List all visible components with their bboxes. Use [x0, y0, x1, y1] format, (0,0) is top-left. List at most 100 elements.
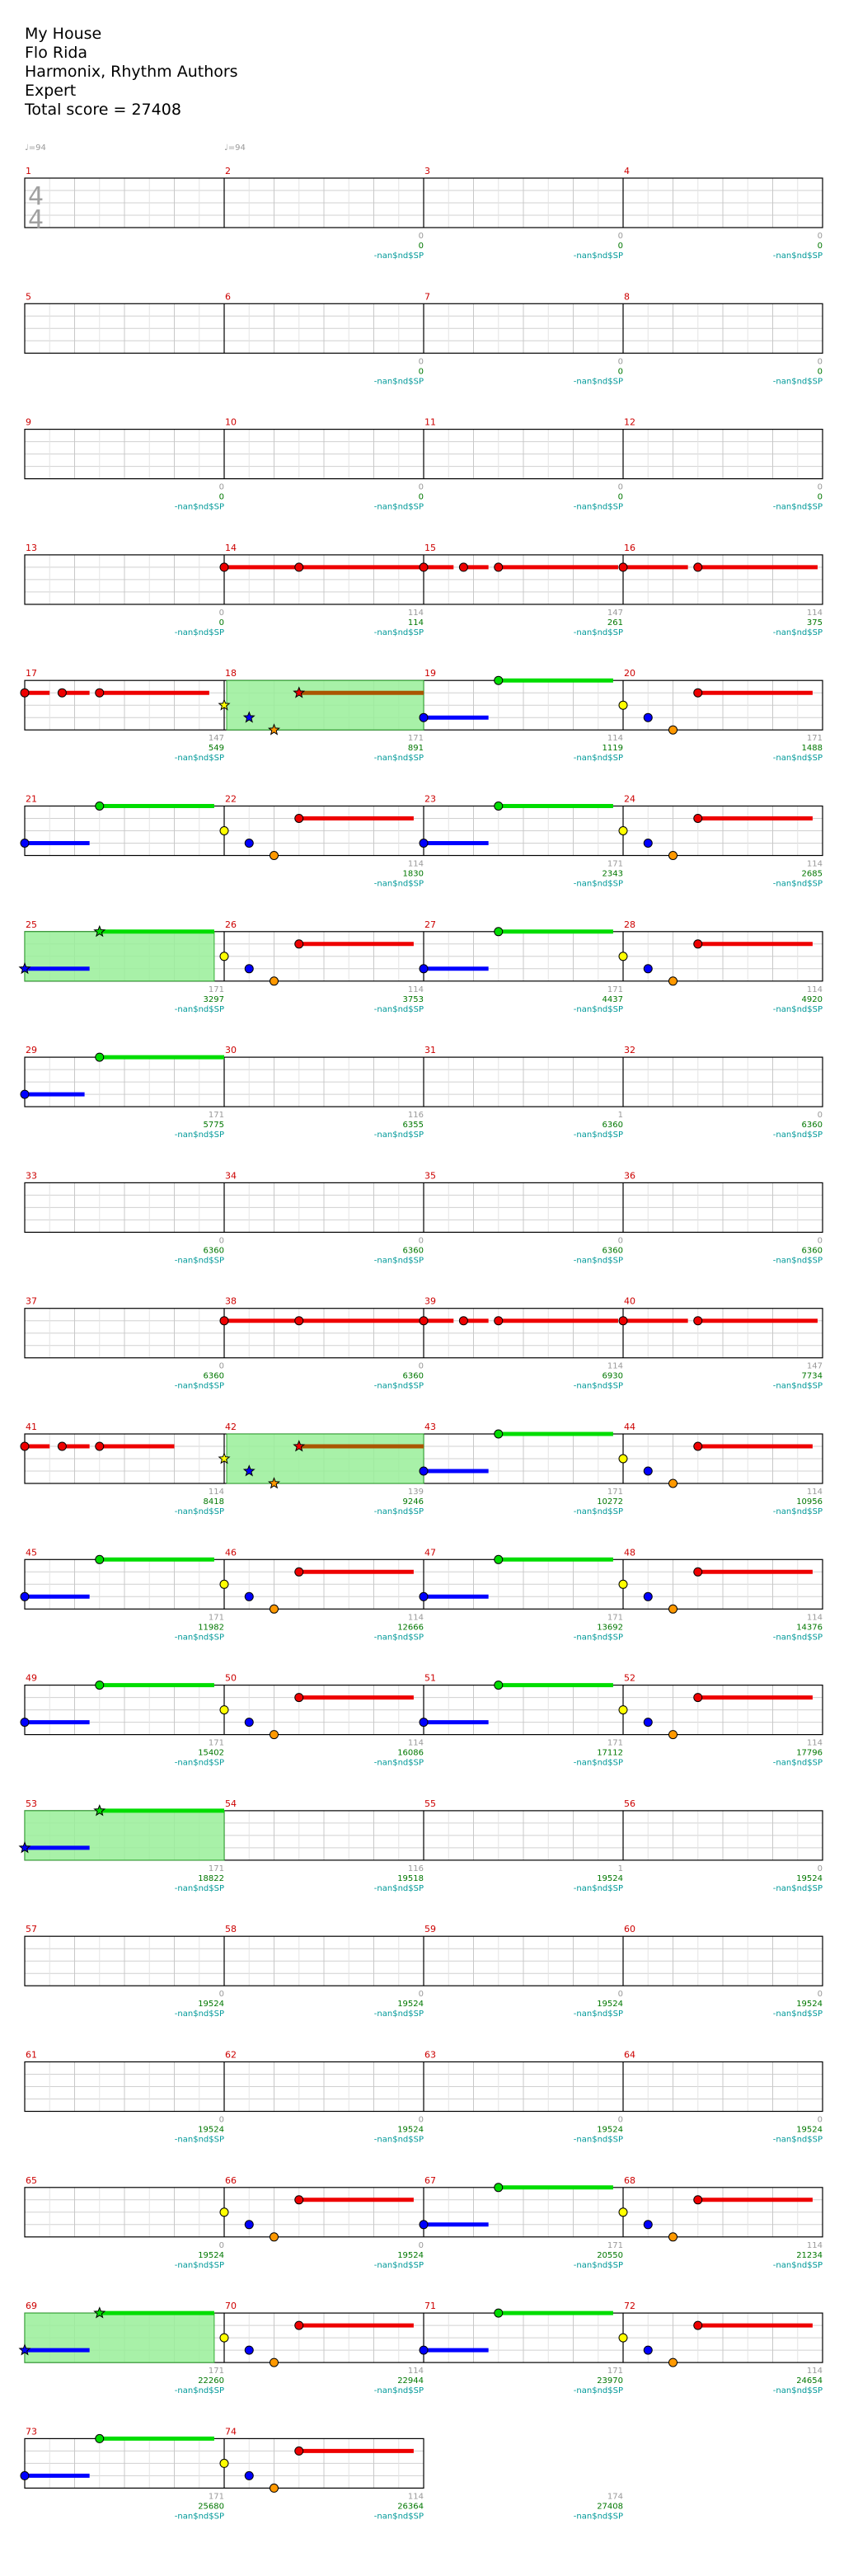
note-gem	[294, 1567, 304, 1577]
measure-score: 0	[618, 242, 623, 251]
note-gem	[294, 939, 304, 949]
measure-delta: 1	[618, 1864, 623, 1873]
measure-number: 28	[624, 919, 635, 930]
measure-number: 23	[424, 794, 436, 805]
star-note	[242, 1464, 256, 1477]
measure-score: 20550	[597, 2251, 623, 2260]
staff-frame	[24, 2187, 823, 2238]
note-gem	[419, 562, 429, 572]
measure-number: 61	[26, 2050, 37, 2061]
measure-number: 2	[225, 166, 231, 176]
measure-delta: 0	[419, 232, 424, 241]
measure-number: 64	[624, 2050, 635, 2061]
measure-score: 5775	[204, 1121, 224, 1130]
measure-number: 26	[225, 919, 237, 930]
staff-frame	[24, 1308, 823, 1359]
staff-frame	[24, 805, 823, 857]
measure-number: 17	[26, 668, 37, 679]
star-power-label: -nan$nd$SP	[374, 754, 424, 763]
measure-number: 74	[225, 2426, 237, 2437]
staff-frame	[24, 177, 823, 228]
star-power-label: -nan$nd$SP	[175, 754, 224, 763]
star-power-label: -nan$nd$SP	[374, 1382, 424, 1391]
star-power-label: -nan$nd$SP	[574, 377, 623, 386]
note-gem	[294, 814, 304, 823]
measure-number: 30	[225, 1045, 237, 1055]
measure-score: 22944	[397, 2376, 424, 2386]
note-gem	[494, 562, 504, 572]
measure-delta: 114	[807, 860, 823, 869]
measure-score: 3753	[403, 995, 424, 1004]
star-power-phrase	[226, 1433, 424, 1484]
measure-score: 15402	[198, 1749, 224, 1758]
measure-score: 114	[408, 618, 424, 628]
measure-delta: 0	[618, 2116, 623, 2125]
song-header: My House Flo Rida Harmonix, Rhythm Autho…	[25, 25, 238, 120]
star-power-label: -nan$nd$SP	[175, 1131, 224, 1140]
note-gem	[494, 675, 504, 685]
note-gem	[494, 2183, 504, 2193]
star-note	[293, 686, 306, 698]
note-gem	[20, 1718, 30, 1728]
measure-delta: 114	[807, 2241, 823, 2250]
measure-score: 17796	[796, 1749, 823, 1758]
star-power-label: -nan$nd$SP	[773, 251, 823, 261]
star-power-label: -nan$nd$SP	[773, 1131, 823, 1140]
measure-number: 56	[624, 1798, 635, 1809]
measure-delta: 0	[618, 357, 623, 366]
star-note	[93, 2306, 106, 2319]
measure-delta: 171	[209, 1111, 224, 1120]
star-power-label: -nan$nd$SP	[374, 2386, 424, 2395]
measure-delta: 0	[618, 1990, 623, 1999]
note-gem	[618, 1579, 628, 1589]
note-gem	[20, 1441, 30, 1451]
note-gem	[668, 1730, 678, 1740]
star-note	[218, 1452, 231, 1464]
measure-score: 6360	[802, 1246, 823, 1255]
measure-delta: 114	[807, 1739, 823, 1748]
measure-number: 33	[26, 1170, 37, 1181]
star-power-label: -nan$nd$SP	[574, 2136, 623, 2145]
star-power-label: -nan$nd$SP	[374, 1759, 424, 1768]
star-power-label: -nan$nd$SP	[773, 754, 823, 763]
star-power-label: -nan$nd$SP	[574, 1131, 623, 1140]
measure-delta: 114	[408, 2492, 424, 2501]
measure-delta: 0	[419, 2241, 424, 2250]
note-gem	[294, 2446, 304, 2456]
star-note	[218, 698, 231, 711]
measure-score: 19524	[597, 2126, 623, 2135]
note-gem	[618, 1316, 628, 1326]
measure-number: 59	[424, 1924, 436, 1934]
measure-number: 36	[624, 1170, 635, 1181]
note-gem	[95, 1681, 105, 1690]
note-gem	[294, 1316, 304, 1326]
measure-delta: 171	[607, 1488, 623, 1497]
measure-score: 19524	[597, 2000, 623, 2009]
star-power-label: -nan$nd$SP	[374, 880, 424, 889]
star-power-label: -nan$nd$SP	[175, 628, 224, 637]
note-gem	[419, 2345, 429, 2355]
measure-number: 34	[225, 1170, 237, 1181]
note-gem	[20, 839, 30, 848]
measure-number: 54	[225, 1798, 237, 1809]
star-power-label: -nan$nd$SP	[773, 1633, 823, 1642]
measure-score: 0	[818, 367, 823, 376]
staff-frame	[24, 1182, 823, 1234]
measure-delta: 0	[419, 1990, 424, 1999]
star-power-label: -nan$nd$SP	[374, 1131, 424, 1140]
measure-score: 19524	[397, 2126, 424, 2135]
star-power-label: -nan$nd$SP	[574, 251, 623, 261]
star-power-label: -nan$nd$SP	[574, 1005, 623, 1014]
note-gem	[618, 1454, 628, 1464]
measure-score: 6360	[403, 1246, 424, 1255]
note-gem	[693, 939, 703, 949]
note-gem	[95, 1554, 105, 1564]
star-power-label: -nan$nd$SP	[574, 1256, 623, 1265]
measure-number: 3	[424, 166, 430, 176]
measure-number: 1	[26, 166, 31, 176]
measure-delta: 171	[209, 2367, 224, 2376]
measure-number: 50	[225, 1673, 237, 1684]
star-power-label: -nan$nd$SP	[574, 754, 623, 763]
note-gem	[693, 1567, 703, 1577]
measure-delta: 114	[607, 1362, 623, 1371]
